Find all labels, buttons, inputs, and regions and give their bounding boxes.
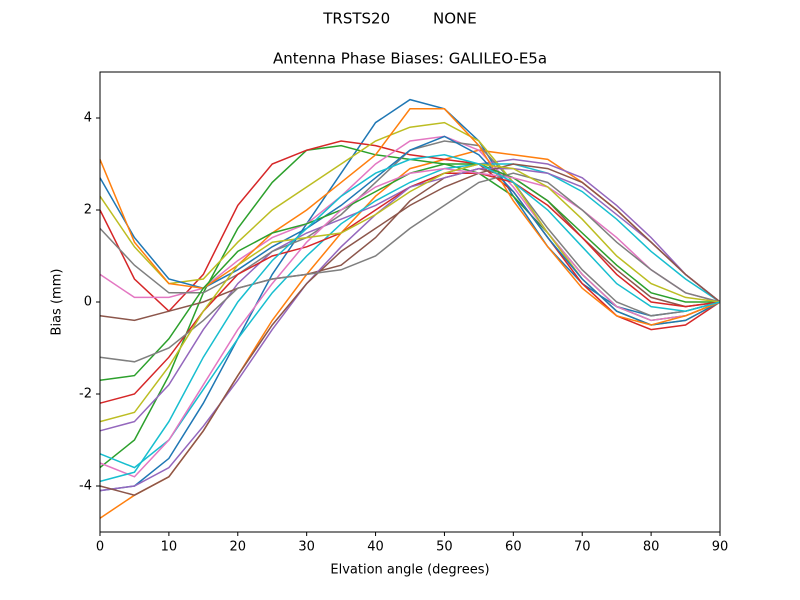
x-tick-label: 10 [161,540,178,555]
series-line [99,167,721,322]
x-tick-label: 20 [230,540,247,555]
y-tick-label: -4 [79,479,92,494]
series-line [99,172,721,363]
x-tick-label: 60 [505,540,522,555]
x-tick-label: 70 [574,540,591,555]
y-tick-label: 2 [84,203,92,218]
x-tick-label: 50 [436,540,453,555]
x-tick-label: 40 [367,540,384,555]
x-tick-label: 30 [298,540,315,555]
x-tick-label: 80 [643,540,660,555]
x-axis-label: Elvation angle (degrees) [330,563,489,578]
y-tick-label: 4 [84,111,92,126]
y-tick-label: 0 [84,295,92,310]
y-tick-label: -2 [79,387,92,402]
x-tick-label: 0 [96,540,104,555]
x-tick-label: 90 [712,540,729,555]
series-line [99,163,721,497]
series-line [99,154,721,483]
series-line [99,163,721,469]
series-line [99,167,721,492]
suptitle: TRSTS20 NONE [322,10,477,28]
y-axis-label: Bias (mm) [50,269,65,336]
series-line [99,167,721,478]
chart-title: Antenna Phase Biases: GALILEO-E5a [273,50,547,68]
series-line [99,163,721,423]
